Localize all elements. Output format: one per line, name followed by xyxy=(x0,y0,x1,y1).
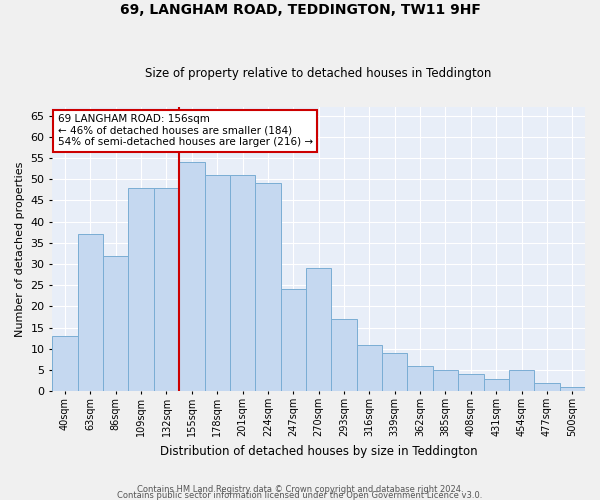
Bar xyxy=(52,336,77,391)
Bar xyxy=(103,256,128,391)
Bar xyxy=(382,353,407,391)
Bar xyxy=(128,188,154,391)
Bar xyxy=(458,374,484,391)
Text: 69, LANGHAM ROAD, TEDDINGTON, TW11 9HF: 69, LANGHAM ROAD, TEDDINGTON, TW11 9HF xyxy=(119,2,481,16)
Bar xyxy=(509,370,534,391)
Bar xyxy=(407,366,433,391)
Bar xyxy=(205,175,230,391)
Y-axis label: Number of detached properties: Number of detached properties xyxy=(15,162,25,337)
Bar xyxy=(255,184,281,391)
Title: Size of property relative to detached houses in Teddington: Size of property relative to detached ho… xyxy=(145,66,492,80)
Bar xyxy=(534,383,560,391)
Bar xyxy=(484,378,509,391)
Bar xyxy=(281,290,306,391)
Text: 69 LANGHAM ROAD: 156sqm
← 46% of detached houses are smaller (184)
54% of semi-d: 69 LANGHAM ROAD: 156sqm ← 46% of detache… xyxy=(58,114,313,148)
X-axis label: Distribution of detached houses by size in Teddington: Distribution of detached houses by size … xyxy=(160,444,478,458)
Bar xyxy=(357,344,382,391)
Bar xyxy=(560,387,585,391)
Bar xyxy=(306,268,331,391)
Bar xyxy=(230,175,255,391)
Bar xyxy=(77,234,103,391)
Bar xyxy=(179,162,205,391)
Text: Contains HM Land Registry data © Crown copyright and database right 2024.: Contains HM Land Registry data © Crown c… xyxy=(137,485,463,494)
Text: Contains public sector information licensed under the Open Government Licence v3: Contains public sector information licen… xyxy=(118,490,482,500)
Bar xyxy=(154,188,179,391)
Bar xyxy=(433,370,458,391)
Bar xyxy=(331,319,357,391)
